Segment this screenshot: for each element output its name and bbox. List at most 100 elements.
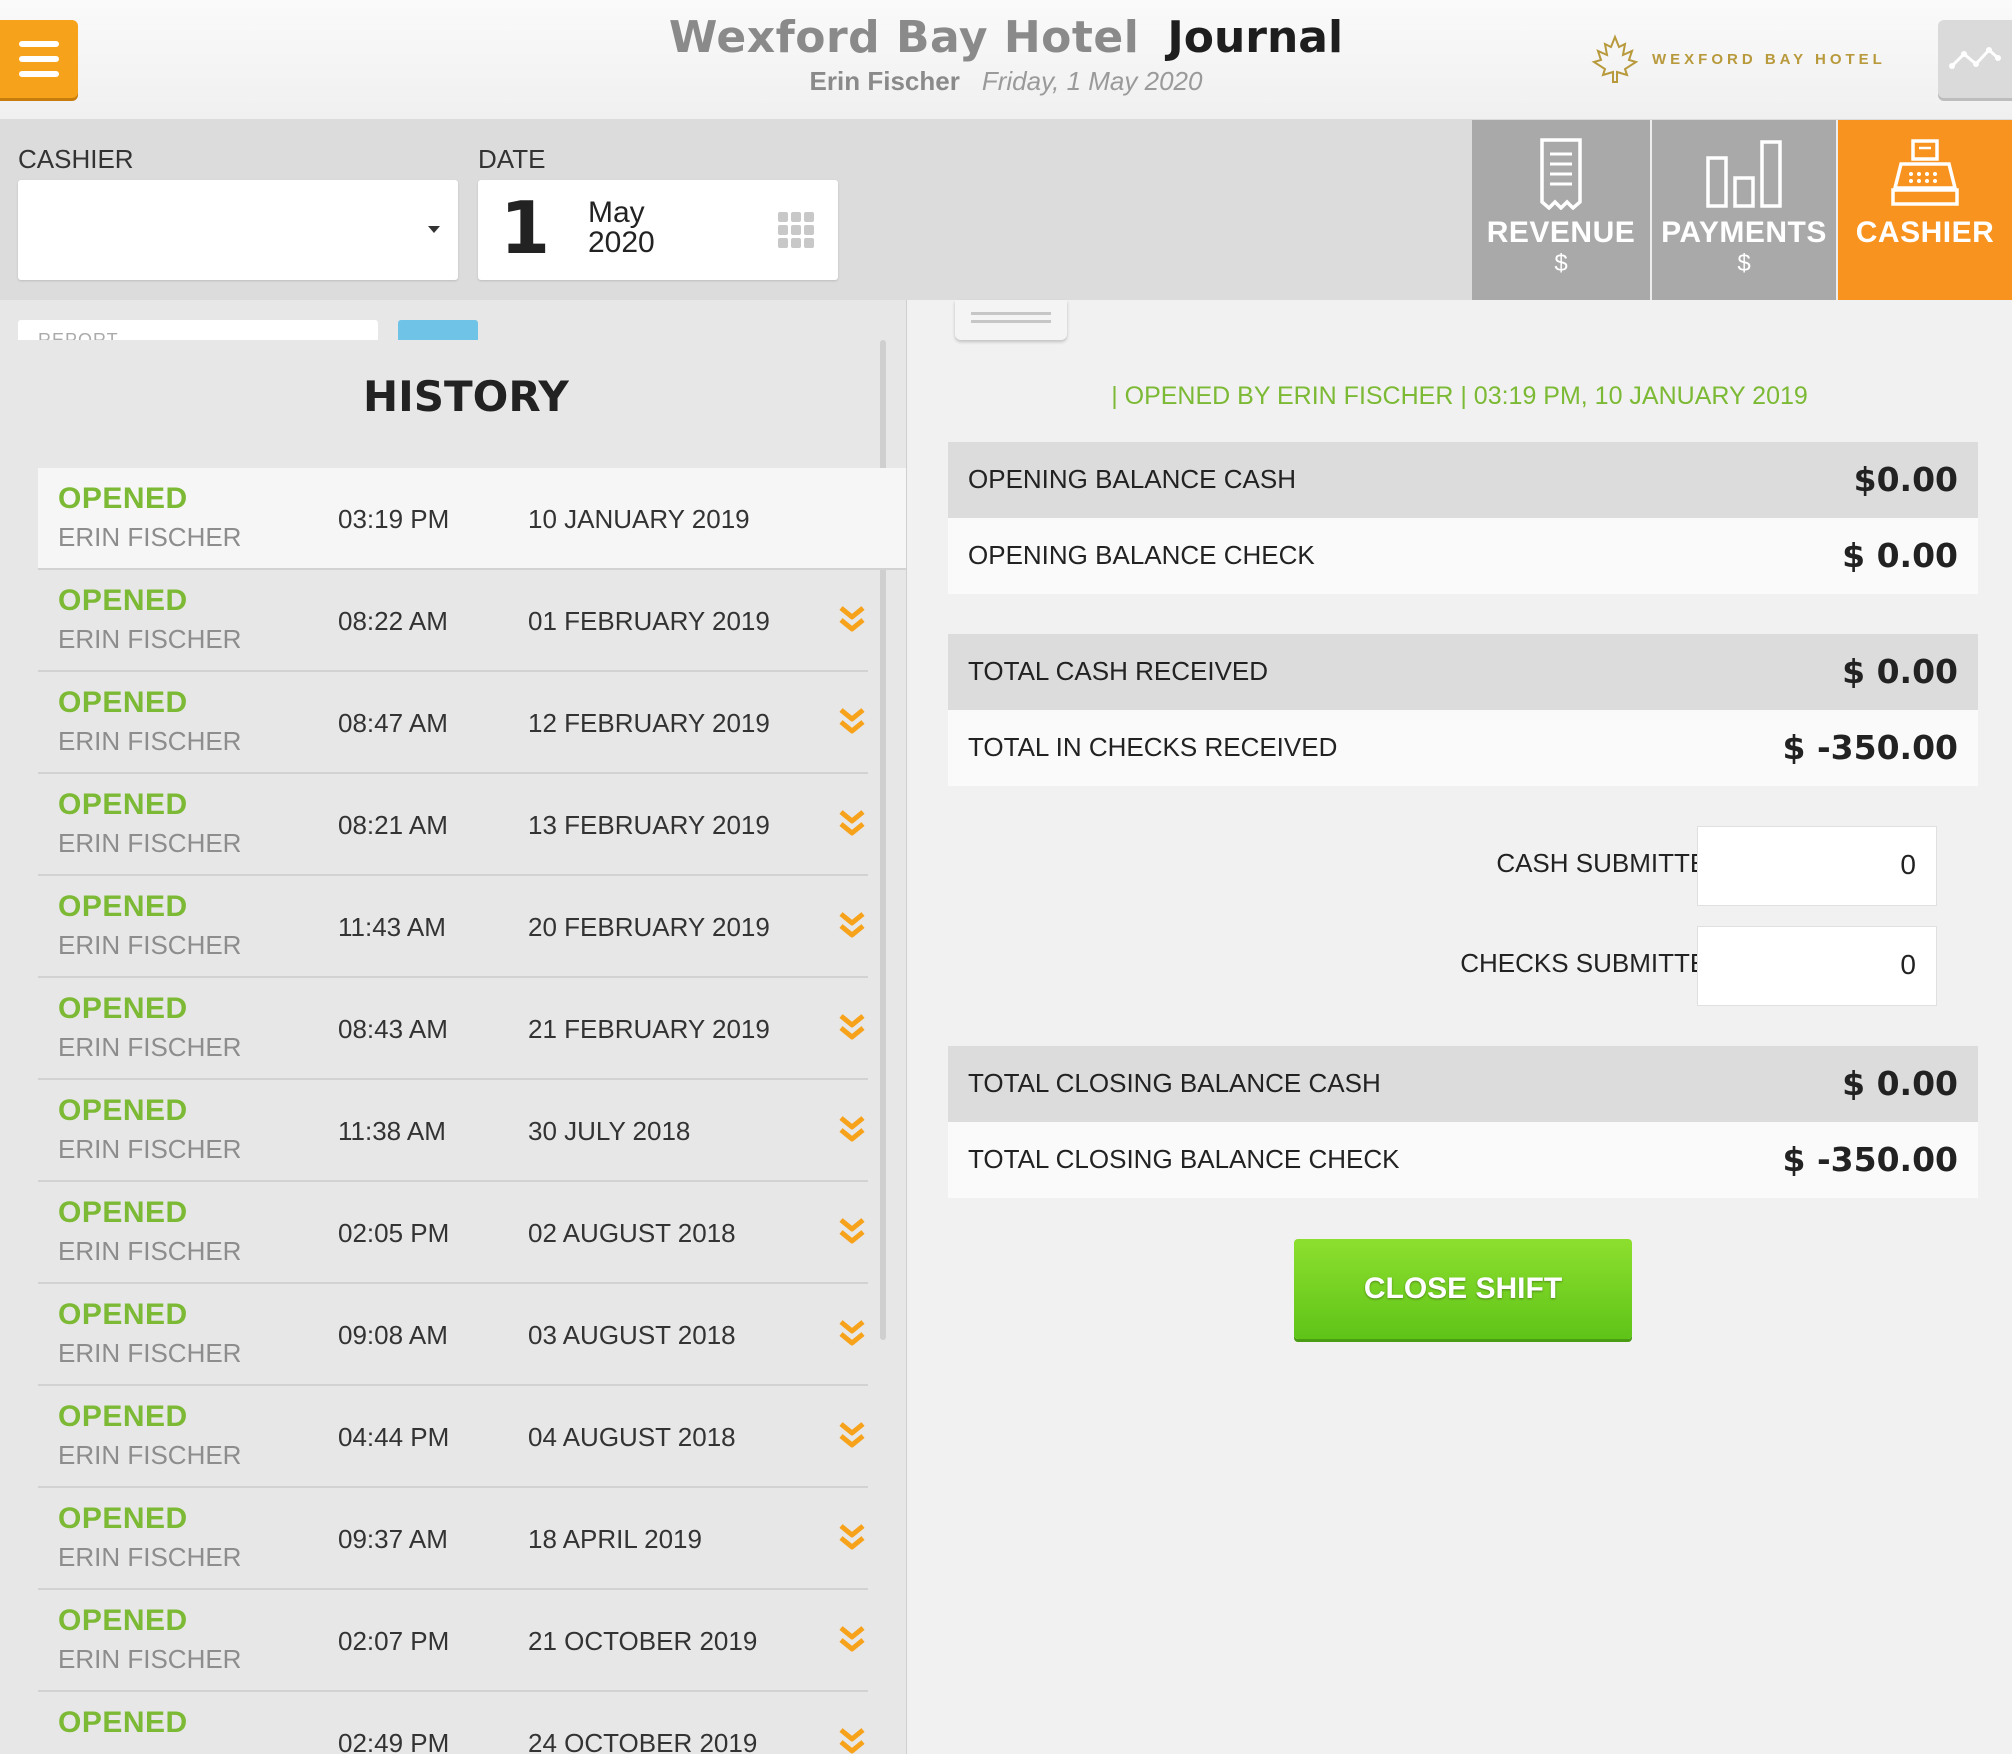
double-chevron-down-icon[interactable] (838, 1012, 866, 1047)
drag-handle[interactable] (955, 300, 1067, 340)
double-chevron-down-icon[interactable] (838, 1216, 866, 1251)
tab-payments[interactable]: PAYMENTS $ (1652, 120, 1836, 300)
date-month: May (588, 196, 645, 229)
history-row-user: ERIN FISCHER (58, 1542, 242, 1572)
history-row[interactable]: OPENED ERIN FISCHER 09:08 AM 03 AUGUST 2018 (38, 1284, 868, 1386)
history-row-status: OPENED (58, 1502, 188, 1535)
double-chevron-down-icon[interactable] (838, 1726, 866, 1754)
history-row-user: ERIN FISCHER (58, 726, 242, 756)
history-row[interactable]: OPENED ERIN FISCHER 08:21 AM 13 FEBRUARY 20… (38, 774, 868, 876)
cash-register-icon (1891, 139, 1959, 206)
opening-balance-cash-row: OPENING BALANCE CASH $0.00 (948, 442, 1978, 518)
double-chevron-down-icon[interactable] (838, 910, 866, 945)
report-button[interactable] (398, 320, 478, 340)
history-row-user: ERIN FISCHER (58, 1644, 242, 1674)
history-row[interactable]: OPENED ERIN FISCHER 11:38 AM 30 JULY 2018 (38, 1080, 868, 1182)
closing-balance-check-row: TOTAL CLOSING BALANCE CHECK $ -350.00 (948, 1122, 1978, 1198)
history-row-time: 09:08 AM (338, 1320, 448, 1350)
history-row[interactable]: OPENED ERIN FISCHER 02:05 PM 02 AUGUST 2018 (38, 1182, 868, 1284)
double-chevron-down-icon[interactable] (838, 604, 866, 639)
date-month-year: May 2020 (588, 198, 655, 258)
maple-leaf-icon (1591, 34, 1639, 83)
history-row-user: ERIN FISCHER (58, 522, 242, 552)
history-row[interactable]: OPENED ERIN FISCHER 02:07 PM 21 OCTOBER 201… (38, 1590, 868, 1692)
calendar-grid-icon[interactable] (778, 212, 814, 248)
analytics-button[interactable] (1938, 20, 2012, 98)
hamburger-icon (19, 41, 59, 47)
hamburger-menu-button[interactable] (0, 20, 78, 98)
history-list: OPENED ERIN FISCHER 03:19 PM 10 JANUARY 201… (38, 468, 906, 1754)
history-row-time: 02:05 PM (338, 1218, 450, 1248)
opening-balance-check-value: $ 0.00 (1842, 536, 1958, 575)
history-row-date: 13 FEBRUARY 2019 (528, 810, 770, 840)
double-chevron-down-icon[interactable] (838, 1624, 866, 1659)
opened-by-text: | OPENED BY ERIN FISCHER | 03:19 PM, 10 … (1111, 382, 1808, 410)
history-row-date: 02 AUGUST 2018 (528, 1218, 736, 1248)
checks-submitted-value: 0 (1900, 949, 1916, 980)
total-cash-received-label: TOTAL CASH RECEIVED (968, 656, 1269, 686)
history-row-time: 08:47 AM (338, 708, 448, 738)
brand-text: WEXFORD BAY HOTEL (1652, 50, 1886, 68)
tab-revenue[interactable]: REVENUE $ (1472, 120, 1650, 300)
history-panel: REPORT HISTORY OPENED ERIN FISCHER 03:19 P… (0, 300, 907, 1754)
history-row[interactable]: OPENED ERIN FISCHER 08:43 AM 21 FEBRUARY 20… (38, 978, 868, 1080)
history-row-user: ERIN FISCHER (58, 624, 242, 654)
double-chevron-down-icon[interactable] (838, 808, 866, 843)
history-row[interactable]: OPENED ERIN FISCHER 09:37 AM 18 APRIL 2019 (38, 1488, 868, 1590)
line-chart-icon (1949, 47, 2001, 69)
history-row-status: OPENED (58, 686, 188, 719)
cashier-select[interactable] (18, 180, 458, 280)
double-chevron-down-icon[interactable] (838, 706, 866, 741)
history-row-date: 18 APRIL 2019 (528, 1524, 702, 1554)
history-row-date: 04 AUGUST 2018 (528, 1422, 736, 1452)
date-label: DATE (478, 144, 546, 174)
journal-title: Journal (1167, 12, 1344, 63)
closing-balance-cash-label: TOTAL CLOSING BALANCE CASH (968, 1068, 1381, 1098)
history-row-date: 03 AUGUST 2018 (528, 1320, 736, 1350)
history-row-date: 24 OCTOBER 2019 (528, 1728, 758, 1754)
history-row-user: ERIN FISCHER (58, 930, 242, 960)
history-row-date: 10 JANUARY 2019 (528, 504, 750, 534)
history-scrollbar[interactable] (880, 340, 886, 1340)
history-row[interactable]: OPENED ERIN FISCHER 04:44 PM 04 AUGUST 2018 (38, 1386, 868, 1488)
tab-revenue-sub: $ (1554, 250, 1568, 277)
current-date: Friday, 1 May 2020 (981, 66, 1203, 96)
tab-revenue-label: REVENUE (1486, 216, 1636, 249)
history-row[interactable]: OPENED ERIN FISCHER 08:47 AM 12 FEBRUARY 20… (38, 672, 868, 774)
date-year: 2020 (588, 226, 655, 259)
cash-submitted-label: CASH SUBMITTED (1496, 848, 1726, 878)
history-row-time: 08:43 AM (338, 1014, 448, 1044)
history-row-status: OPENED (58, 1298, 188, 1331)
history-row-date: 21 FEBRUARY 2019 (528, 1014, 770, 1044)
history-row-status: OPENED (58, 992, 188, 1025)
history-row[interactable]: OPENED ERIN FISCHER 03:19 PM 10 JANUARY 201… (38, 468, 906, 570)
double-chevron-down-icon[interactable] (838, 1522, 866, 1557)
history-row[interactable]: OPENED 02:49 PM 24 OCTOBER 2019 (38, 1692, 868, 1754)
double-chevron-down-icon[interactable] (838, 1318, 866, 1353)
double-chevron-down-icon[interactable] (838, 1420, 866, 1455)
checks-submitted-input[interactable]: 0 (1697, 926, 1937, 1006)
report-input[interactable]: REPORT (18, 320, 378, 340)
history-row[interactable]: OPENED ERIN FISCHER 08:22 AM 01 FEBRUARY 20… (38, 570, 868, 672)
history-row-time: 09:37 AM (338, 1524, 448, 1554)
history-row-time: 04:44 PM (338, 1422, 450, 1452)
history-row[interactable]: OPENED ERIN FISCHER 11:43 AM 20 FEBRUARY 20… (38, 876, 868, 978)
close-shift-button[interactable]: CLOSE SHIFT (1294, 1239, 1632, 1339)
history-heading: HISTORY (363, 372, 569, 421)
history-row-user: ERIN FISCHER (58, 828, 242, 858)
history-row-date: 30 JULY 2018 (528, 1116, 691, 1146)
bar-chart-icon (1706, 140, 1782, 208)
tab-cashier[interactable]: CASHIER (1838, 120, 2012, 300)
opening-balance-cash-label: OPENING BALANCE CASH (968, 464, 1296, 494)
double-chevron-down-icon[interactable] (838, 1114, 866, 1149)
history-row-status: OPENED (58, 1706, 188, 1739)
history-row-user: ERIN FISCHER (58, 1440, 242, 1470)
tab-payments-label: PAYMENTS (1661, 216, 1827, 249)
history-row-time: 11:43 AM (338, 912, 446, 942)
page-title: Wexford Bay Hotel Journal (0, 12, 2012, 63)
history-row-user: ERIN FISCHER (58, 1236, 242, 1266)
total-checks-received-label: TOTAL IN CHECKS RECEIVED (968, 732, 1338, 762)
hotel-logo: WEXFORD BAY HOTEL (1590, 34, 1886, 84)
cash-submitted-input[interactable]: 0 (1697, 826, 1937, 906)
date-picker[interactable]: 1 May 2020 (478, 180, 838, 280)
